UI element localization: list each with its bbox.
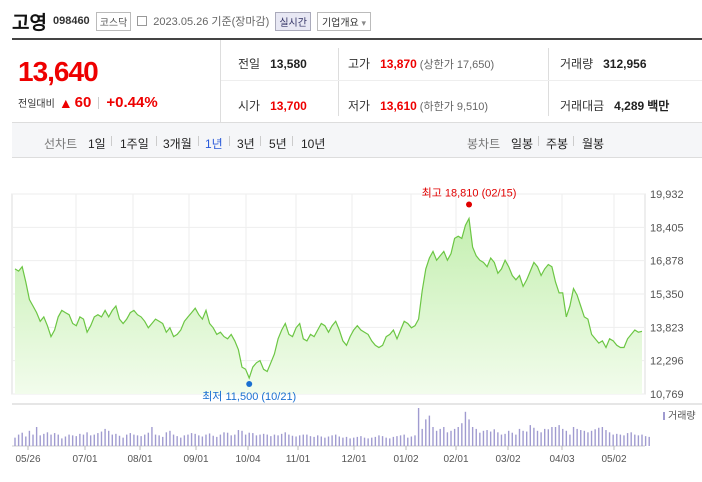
chart-tab-bar: 선차트 1일 1주일 3개월 1년 3년 5년 10년 봉차트 일봉 주봉 월봉 bbox=[12, 122, 702, 158]
upper-limit: (상한가 17,650) bbox=[419, 59, 495, 71]
y-tick-label: 13,823 bbox=[650, 322, 684, 334]
tab-divider bbox=[538, 136, 539, 146]
stat-value: 13,610 bbox=[380, 99, 417, 113]
volume-legend-swatch bbox=[663, 412, 665, 420]
x-tick-label: 09/01 bbox=[183, 454, 208, 465]
y-tick-label: 19,932 bbox=[650, 189, 684, 201]
tab-1y[interactable]: 1년 bbox=[205, 137, 223, 151]
stat-value: 312,956 bbox=[603, 57, 647, 71]
stat-open: 시가 13,700 bbox=[238, 97, 307, 114]
tab-monthly[interactable]: 월봉 bbox=[582, 137, 605, 151]
stat-value: 13,870 bbox=[380, 57, 417, 71]
date-label: 2023.05.26 기준(장마감) bbox=[153, 16, 270, 28]
up-arrow-icon: ▲ bbox=[58, 94, 73, 111]
tab-divider bbox=[156, 136, 157, 146]
change-value: 60 bbox=[74, 94, 92, 111]
change-label: 전일대비 bbox=[18, 99, 55, 110]
tab-daily[interactable]: 일봉 bbox=[511, 137, 534, 151]
volume-legend: 거래량 bbox=[668, 410, 696, 422]
stat-low: 저가 13,610 (하한가 9,510) bbox=[348, 97, 488, 114]
max-label: 최고 18,810 (02/15) bbox=[422, 186, 517, 199]
lower-limit: (하한가 9,510) bbox=[419, 101, 489, 113]
x-tick-label: 08/01 bbox=[127, 454, 152, 465]
x-tick-label: 10/04 bbox=[235, 454, 260, 465]
tab-1w[interactable]: 1주일 bbox=[120, 137, 149, 151]
stat-label: 고가 bbox=[348, 57, 371, 71]
stat-label: 거래량 bbox=[560, 57, 594, 71]
stat-high: 고가 13,870 (상한가 17,650) bbox=[348, 55, 494, 72]
price-divider bbox=[220, 40, 221, 122]
current-price: 13,640 bbox=[18, 56, 99, 87]
change-row: 전일대비 ▲ 60 +0.44% bbox=[18, 94, 158, 111]
x-tick-label: 02/01 bbox=[443, 454, 468, 465]
y-tick-label: 10,769 bbox=[650, 389, 684, 401]
y-tick-label: 12,296 bbox=[650, 356, 684, 368]
stat-amount: 거래대금 4,289 백만 bbox=[560, 97, 669, 114]
tab-10y[interactable]: 10년 bbox=[301, 137, 326, 151]
stats-row-divider bbox=[221, 80, 702, 81]
y-tick-label: 16,878 bbox=[650, 256, 684, 268]
price-area bbox=[15, 218, 642, 394]
x-tick-label: 05/02 bbox=[601, 454, 626, 465]
calendar-icon bbox=[137, 16, 148, 26]
x-tick-label: 12/01 bbox=[341, 454, 366, 465]
line-chart-label: 선차트 bbox=[44, 137, 78, 151]
x-tick-label: 05/26 bbox=[15, 454, 40, 465]
stats-divider-1 bbox=[338, 48, 339, 116]
x-tick-label: 04/03 bbox=[549, 454, 574, 465]
tab-divider bbox=[229, 136, 230, 146]
stats-divider-2 bbox=[548, 48, 549, 116]
change-separator bbox=[98, 96, 100, 109]
tab-divider bbox=[198, 136, 199, 146]
y-tick-label: 18,405 bbox=[650, 222, 684, 234]
stat-prev-close: 전일 13,580 bbox=[238, 55, 307, 72]
price-line bbox=[14, 216, 643, 380]
max-marker bbox=[466, 201, 473, 208]
stat-value: 4,289 bbox=[614, 99, 645, 113]
stat-volume: 거래량 312,956 bbox=[560, 55, 647, 72]
tab-divider bbox=[292, 136, 293, 146]
tab-divider bbox=[260, 136, 261, 146]
x-tick-label: 01/02 bbox=[393, 454, 418, 465]
x-tick-label: 07/01 bbox=[72, 454, 97, 465]
company-overview-label: 기업개요 bbox=[321, 17, 359, 29]
y-tick-label: 15,350 bbox=[650, 289, 684, 301]
x-tick-label: 03/02 bbox=[495, 454, 520, 465]
stock-header: 고영 098460 코스닥 2023.05.26 기준(장마감) 실시간 기업개… bbox=[12, 8, 372, 34]
stat-label: 시가 bbox=[238, 99, 261, 113]
stat-label: 전일 bbox=[238, 57, 261, 71]
tab-1d[interactable]: 1일 bbox=[88, 137, 106, 151]
amount-unit: 백만 bbox=[647, 99, 670, 113]
stat-value: 13,700 bbox=[270, 99, 307, 113]
stat-label: 거래대금 bbox=[560, 99, 605, 113]
tab-3m[interactable]: 3개월 bbox=[163, 137, 192, 151]
tab-weekly[interactable]: 주봉 bbox=[546, 137, 569, 151]
tab-divider bbox=[111, 136, 112, 146]
stock-name: 고영 bbox=[12, 12, 47, 34]
x-tick-label: 11/01 bbox=[286, 454, 311, 465]
min-marker bbox=[246, 381, 253, 388]
min-label: 최저 11,500 (10/21) bbox=[202, 390, 296, 403]
realtime-button[interactable]: 실시간 bbox=[275, 11, 311, 31]
company-overview-dropdown[interactable]: 기업개요 ▾ bbox=[316, 11, 372, 31]
stat-value: 13,580 bbox=[270, 57, 307, 71]
header-divider bbox=[12, 38, 702, 40]
stock-code: 098460 bbox=[52, 15, 90, 27]
tab-3y[interactable]: 3년 bbox=[237, 137, 255, 151]
market-badge: 코스닥 bbox=[95, 11, 132, 31]
chevron-down-icon: ▾ bbox=[361, 17, 367, 28]
change-percent: +0.44% bbox=[106, 94, 158, 111]
candle-chart-label: 봉차트 bbox=[467, 137, 501, 151]
stat-label: 저가 bbox=[348, 99, 371, 113]
tab-5y[interactable]: 5년 bbox=[269, 137, 287, 151]
price-box: 13,640 전일대비 ▲ 60 +0.44% bbox=[12, 40, 220, 120]
tab-divider bbox=[573, 136, 574, 146]
